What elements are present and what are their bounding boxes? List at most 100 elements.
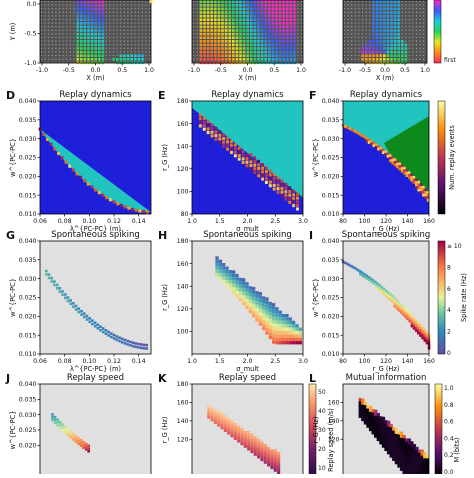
grid-dot xyxy=(138,44,140,46)
band-cell xyxy=(410,322,414,325)
heat-cell xyxy=(260,0,264,3)
band-cell xyxy=(363,401,368,406)
band-cell xyxy=(420,455,424,459)
grid-dot xyxy=(148,47,151,49)
band-cell xyxy=(215,256,219,260)
band-cell xyxy=(361,417,365,422)
boundary-cell xyxy=(377,147,380,151)
band-cell xyxy=(267,449,271,453)
grid-dot xyxy=(192,15,195,17)
grid-dot xyxy=(109,36,111,39)
band-cell xyxy=(425,331,429,335)
heat-cell xyxy=(87,32,90,36)
grid-dot xyxy=(112,22,115,24)
heat-cell xyxy=(76,58,79,61)
grid-dot xyxy=(343,47,346,49)
grid-dot xyxy=(347,4,349,6)
y-tick-label: 0.035 xyxy=(322,117,340,124)
boundary-cell xyxy=(276,187,280,191)
heat-cell xyxy=(260,22,264,25)
band-cell xyxy=(407,457,411,462)
heat-cell xyxy=(239,58,242,61)
grid-dot xyxy=(408,51,410,53)
heat-cell xyxy=(397,0,400,3)
band-cell xyxy=(425,463,429,467)
band-cell xyxy=(207,412,211,416)
heat-cell xyxy=(80,29,83,32)
band-cell xyxy=(255,291,259,295)
heat-cell xyxy=(286,14,289,18)
heat-cell xyxy=(390,7,393,11)
heat-cell xyxy=(80,36,83,39)
heat-cell xyxy=(253,47,257,50)
grid-dot xyxy=(134,51,136,53)
band-cell xyxy=(281,327,286,331)
grid-dot xyxy=(196,8,198,10)
band-cell xyxy=(412,326,416,330)
heat-cell xyxy=(206,4,210,7)
heat-cell xyxy=(275,22,278,25)
grid-dot xyxy=(58,51,61,53)
heat-cell xyxy=(206,47,210,50)
band-cell xyxy=(367,275,371,279)
heat-cell xyxy=(246,0,249,3)
grid-dot xyxy=(66,26,68,28)
heat-cell xyxy=(242,50,246,54)
band-cell xyxy=(271,309,276,314)
heat-cell xyxy=(83,14,87,18)
boundary-cell xyxy=(407,176,411,180)
y-tick-label: 0.040 xyxy=(19,98,37,105)
heat-cell xyxy=(375,58,379,61)
band-cell xyxy=(399,303,403,306)
heat-cell xyxy=(386,14,390,18)
band-cell xyxy=(410,460,414,464)
band-cell xyxy=(417,323,420,327)
grid-dot xyxy=(120,22,122,24)
heat-cell xyxy=(278,22,282,25)
grid-dot xyxy=(401,33,403,35)
band-cell xyxy=(267,463,271,467)
grid-dot xyxy=(134,33,136,35)
band-cell xyxy=(271,303,276,307)
band-cell xyxy=(361,274,364,277)
heat-cell xyxy=(98,0,101,3)
grid-dot xyxy=(365,22,367,24)
band-cell xyxy=(87,444,90,448)
grid-dot xyxy=(300,44,303,46)
band-cell xyxy=(352,266,356,269)
band-cell xyxy=(425,336,429,340)
band-cell xyxy=(235,290,239,295)
band-cell xyxy=(243,442,247,446)
band-cell xyxy=(379,441,383,445)
band-cell xyxy=(248,292,252,297)
boundary-cell xyxy=(284,190,288,194)
heat-cell xyxy=(250,29,253,32)
grid-dot xyxy=(141,36,143,39)
band-cell xyxy=(230,428,234,432)
grid-dot xyxy=(109,22,111,24)
band-cell xyxy=(285,317,289,321)
band-cell xyxy=(395,304,399,307)
band-cell xyxy=(394,441,399,445)
heat-cell xyxy=(375,47,379,50)
heat-cell xyxy=(130,54,133,57)
band-cell xyxy=(263,452,267,456)
band-cell xyxy=(248,289,252,293)
band-cell xyxy=(237,439,241,443)
heat-cell xyxy=(246,14,249,18)
grid-dot xyxy=(141,40,143,42)
heat-cell xyxy=(101,0,105,3)
grid-dot xyxy=(415,26,418,28)
grid-dot xyxy=(365,36,367,39)
band-cell xyxy=(252,300,256,304)
boundary-cell xyxy=(405,174,409,178)
band-cell xyxy=(277,454,281,458)
band-cell xyxy=(242,284,246,289)
grid-dot xyxy=(141,33,143,35)
boundary-cell xyxy=(268,180,272,184)
band-cell xyxy=(368,411,373,415)
panel-label: E xyxy=(158,89,166,102)
heat-cell xyxy=(268,40,271,43)
plot-background xyxy=(40,241,151,354)
band-cell xyxy=(417,321,420,325)
